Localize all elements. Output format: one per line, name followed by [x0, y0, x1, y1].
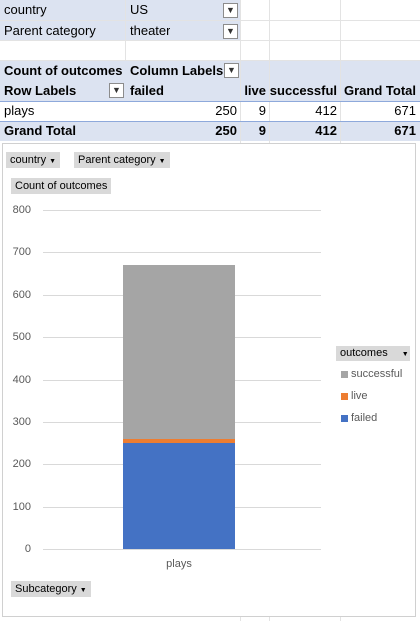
row-labels-filter[interactable]: ▼	[109, 83, 124, 98]
column-header-live: live	[244, 83, 266, 98]
filter-value-parent-category: theater	[130, 23, 171, 38]
legend-swatch-live	[341, 393, 348, 400]
x-category-label: plays	[166, 558, 192, 570]
legend-field-button[interactable]: outcomes ▼	[336, 346, 410, 361]
legend-field-label: outcomes	[340, 347, 388, 359]
pivot-total-band	[0, 121, 420, 141]
y-tick-label: 500	[12, 331, 31, 343]
legend-label-failed[interactable]: failed	[351, 412, 378, 424]
legend-swatch-failed	[341, 415, 348, 422]
filter-label-parent-category: Parent category	[4, 23, 96, 38]
chart-axis-subcategory-label: Subcategory	[15, 583, 77, 595]
column-header-grand-total: Grand Total	[344, 83, 416, 98]
row-divider	[0, 40, 420, 41]
cell-plays-successful[interactable]: 412	[315, 103, 337, 118]
pivot-value-header: Count of outcomes	[4, 63, 123, 78]
grand-total-overall[interactable]: 671	[394, 123, 416, 138]
cell-plays-grand-total[interactable]: 671	[394, 103, 416, 118]
bar-segment-live[interactable]	[123, 439, 235, 444]
cell-plays-live[interactable]: 9	[258, 103, 266, 118]
column-header-failed: failed	[130, 83, 164, 98]
gridline	[43, 210, 321, 211]
y-tick-label: 100	[12, 501, 31, 513]
y-tick-label: 200	[12, 458, 31, 470]
total-rule	[0, 121, 420, 122]
y-tick-label: 600	[12, 289, 31, 301]
bar-segment-failed[interactable]	[123, 443, 235, 549]
pivot-row-labels: Row Labels	[4, 83, 77, 98]
column-header-successful: successful	[269, 83, 337, 98]
filter-funnel-icon: ▼	[112, 85, 121, 95]
chart-filter-parent-category-button[interactable]: Parent category ▼	[74, 152, 170, 168]
y-tick-label: 0	[24, 543, 31, 555]
chart-axis-subcategory-button[interactable]: Subcategory ▼	[11, 581, 91, 597]
cell-plays-failed[interactable]: 250	[215, 103, 237, 118]
filter-funnel-icon: ▼	[49, 158, 57, 165]
grand-total-live[interactable]: 9	[258, 123, 266, 138]
plot-area: 0 100 200 300 400 500 600 700 800 plays	[3, 144, 415, 616]
filter-dropdown-country[interactable]: ▼	[223, 3, 238, 18]
pivot-header-band	[0, 61, 420, 101]
filter-value-country: US	[130, 2, 149, 17]
row-label-plays[interactable]: plays	[4, 103, 35, 118]
filter-funnel-icon: ▼	[226, 26, 235, 36]
chevron-down-icon: ▼	[227, 65, 236, 75]
pivot-chart[interactable]: country ▼ Parent category ▼ Count of outco…	[2, 143, 416, 617]
grand-total-failed[interactable]: 250	[215, 123, 237, 138]
chart-value-field-label: Count of outcomes	[15, 180, 108, 192]
filter-funnel-icon: ▼	[79, 587, 87, 594]
legend-label-live[interactable]: live	[351, 390, 368, 402]
chevron-down-icon: ▼	[401, 351, 409, 358]
column-divider	[125, 0, 126, 61]
filter-dropdown-parent-category[interactable]: ▼	[223, 24, 238, 39]
column-labels-dropdown[interactable]: ▼	[224, 63, 239, 78]
row-divider	[0, 20, 420, 21]
row-divider	[0, 60, 420, 61]
filter-funnel-icon: ▼	[158, 158, 166, 165]
gridline	[43, 252, 321, 253]
y-tick-label: 800	[12, 204, 31, 216]
chart-filter-country-label: country	[10, 154, 47, 166]
grand-total-label: Grand Total	[4, 123, 76, 138]
chart-filter-country-button[interactable]: country ▼	[6, 152, 61, 168]
y-tick-label: 400	[12, 374, 31, 386]
filter-funnel-icon: ▼	[226, 5, 235, 15]
y-tick-label: 700	[12, 246, 31, 258]
legend-label-successful[interactable]: successful	[351, 368, 403, 380]
chart-filter-parent-category-label: Parent category	[78, 154, 156, 166]
y-tick-label: 300	[12, 416, 31, 428]
filter-label-country: country	[4, 2, 47, 17]
grand-total-successful[interactable]: 412	[315, 123, 337, 138]
legend-swatch-successful	[341, 371, 348, 378]
pivot-column-labels: Column Labels	[130, 63, 224, 78]
header-rule	[0, 101, 420, 102]
chart-value-field-button[interactable]: Count of outcomes	[11, 178, 112, 194]
gridline	[43, 549, 321, 550]
bar-segment-successful[interactable]	[123, 264, 235, 440]
